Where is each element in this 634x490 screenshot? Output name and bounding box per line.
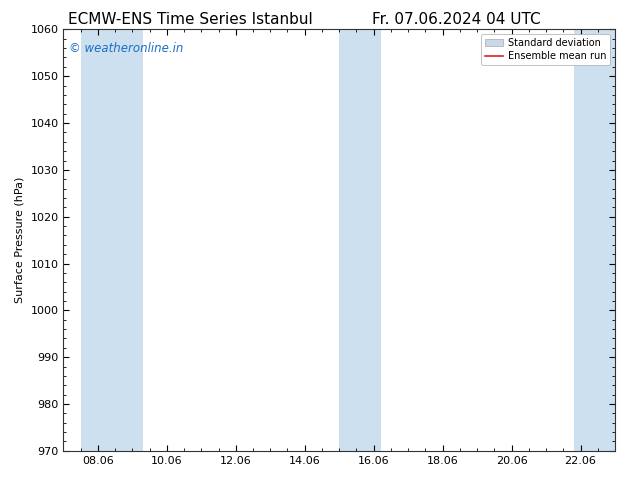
Bar: [574, 29, 615, 451]
Text: © weatheronline.in: © weatheronline.in: [69, 42, 183, 55]
Legend: Standard deviation, Ensemble mean run: Standard deviation, Ensemble mean run: [481, 34, 610, 65]
Bar: [339, 29, 380, 451]
Y-axis label: Surface Pressure (hPa): Surface Pressure (hPa): [15, 177, 25, 303]
Text: ECMW-ENS Time Series Istanbul: ECMW-ENS Time Series Istanbul: [68, 12, 313, 27]
Bar: [81, 29, 143, 451]
Text: Fr. 07.06.2024 04 UTC: Fr. 07.06.2024 04 UTC: [372, 12, 541, 27]
